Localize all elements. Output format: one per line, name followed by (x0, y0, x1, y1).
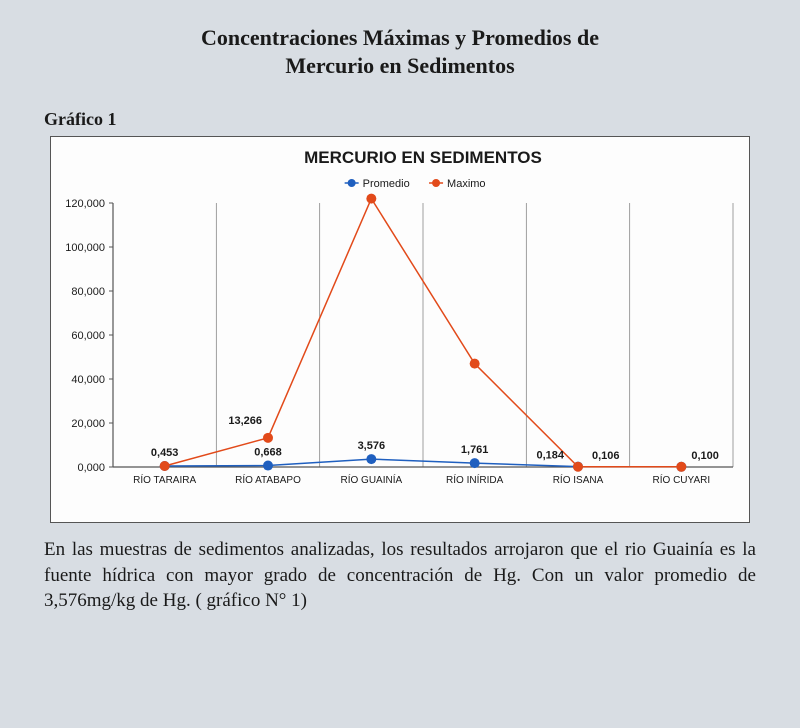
chart-title: MERCURIO EN SEDIMENTOS (304, 148, 542, 167)
legend-marker-icon (348, 179, 356, 187)
x-category-label: RÍO CUYARI (653, 473, 711, 486)
legend-label: Maximo (447, 178, 486, 190)
x-category-label: RÍO TARAIRA (133, 473, 196, 486)
data-label: 0,100 (691, 450, 719, 462)
data-label: 0,184 (536, 450, 564, 462)
series-marker-icon (263, 433, 273, 443)
doc-title-line2: Mercurio en Sedimentos (285, 53, 514, 78)
series-marker-icon (366, 194, 376, 204)
doc-title-line1: Concentraciones Máximas y Promedios de (201, 25, 599, 50)
y-tick-label: 60,000 (71, 330, 105, 342)
chart-container: MERCURIO EN SEDIMENTOS Promedio Maximo 0,00… (50, 136, 750, 523)
chart-svg: MERCURIO EN SEDIMENTOS Promedio Maximo 0,00… (51, 137, 751, 517)
data-label: 0,106 (592, 450, 620, 462)
series-marker-icon (263, 461, 273, 471)
y-tick-label: 20,000 (71, 418, 105, 430)
y-tick-label: 40,000 (71, 374, 105, 386)
x-category-label: RÍO GUAINÍA (340, 473, 402, 486)
series-marker-icon (470, 458, 480, 468)
data-label: 0,453 (151, 447, 179, 459)
figure-label: Gráfico 1 (44, 109, 760, 130)
x-category-label: RÍO INÍRIDA (446, 473, 504, 486)
data-label: 3,576 (358, 440, 386, 452)
y-tick-label: 80,000 (71, 286, 105, 298)
x-category-label: RÍO ISANA (553, 473, 604, 486)
page: Concentraciones Máximas y Promedios de M… (0, 0, 800, 728)
x-category-label: RÍO ATABAPO (235, 473, 301, 486)
y-tick-label: 120,000 (65, 198, 105, 210)
series-marker-icon (470, 359, 480, 369)
series-marker-icon (160, 461, 170, 471)
data-label: 1,761 (461, 444, 489, 456)
series-marker-icon (366, 454, 376, 464)
doc-title: Concentraciones Máximas y Promedios de M… (80, 24, 720, 79)
y-tick-label: 0,000 (77, 462, 105, 474)
legend-marker-icon (432, 179, 440, 187)
y-tick-label: 100,000 (65, 242, 105, 254)
data-label: 0,668 (254, 447, 282, 459)
series-marker-icon (676, 462, 686, 472)
series-marker-icon (573, 462, 583, 472)
data-label: 13,266 (228, 415, 262, 427)
legend-label: Promedio (363, 178, 410, 190)
body-paragraph: En las muestras de sedimentos analizadas… (44, 537, 756, 614)
